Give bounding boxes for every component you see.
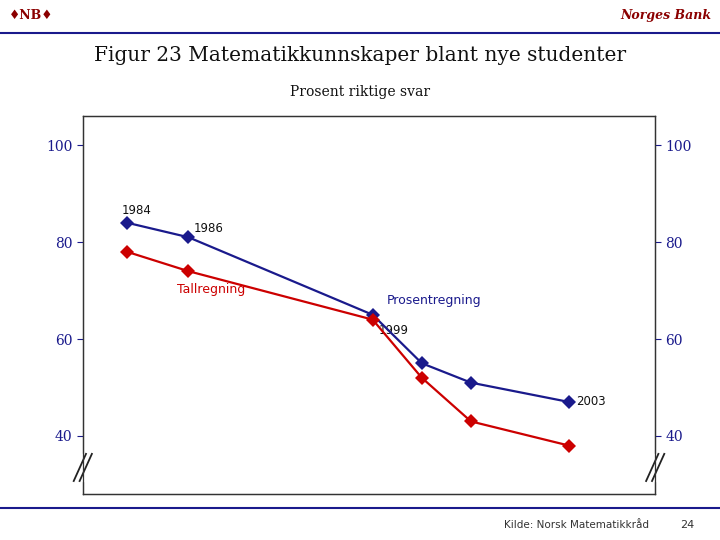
Text: Prosentregning: Prosentregning (387, 294, 481, 307)
Text: Kilde: Norsk Matematikkråd: Kilde: Norsk Matematikkråd (504, 520, 649, 530)
Text: 1986: 1986 (194, 222, 224, 235)
Text: 1984: 1984 (122, 204, 151, 218)
Text: Figur 23 Matematikkunnskaper blant nye studenter: Figur 23 Matematikkunnskaper blant nye s… (94, 46, 626, 65)
Text: 1999: 1999 (378, 324, 408, 338)
Text: 2003: 2003 (576, 395, 606, 408)
Bar (73, 454, 93, 481)
Text: Norges Bank: Norges Bank (621, 9, 711, 22)
Text: Tallregning: Tallregning (177, 284, 246, 296)
Text: ♦NB♦: ♦NB♦ (9, 9, 53, 22)
Text: 24: 24 (680, 520, 695, 530)
Bar (645, 454, 665, 481)
Text: Prosent riktige svar: Prosent riktige svar (290, 85, 430, 99)
